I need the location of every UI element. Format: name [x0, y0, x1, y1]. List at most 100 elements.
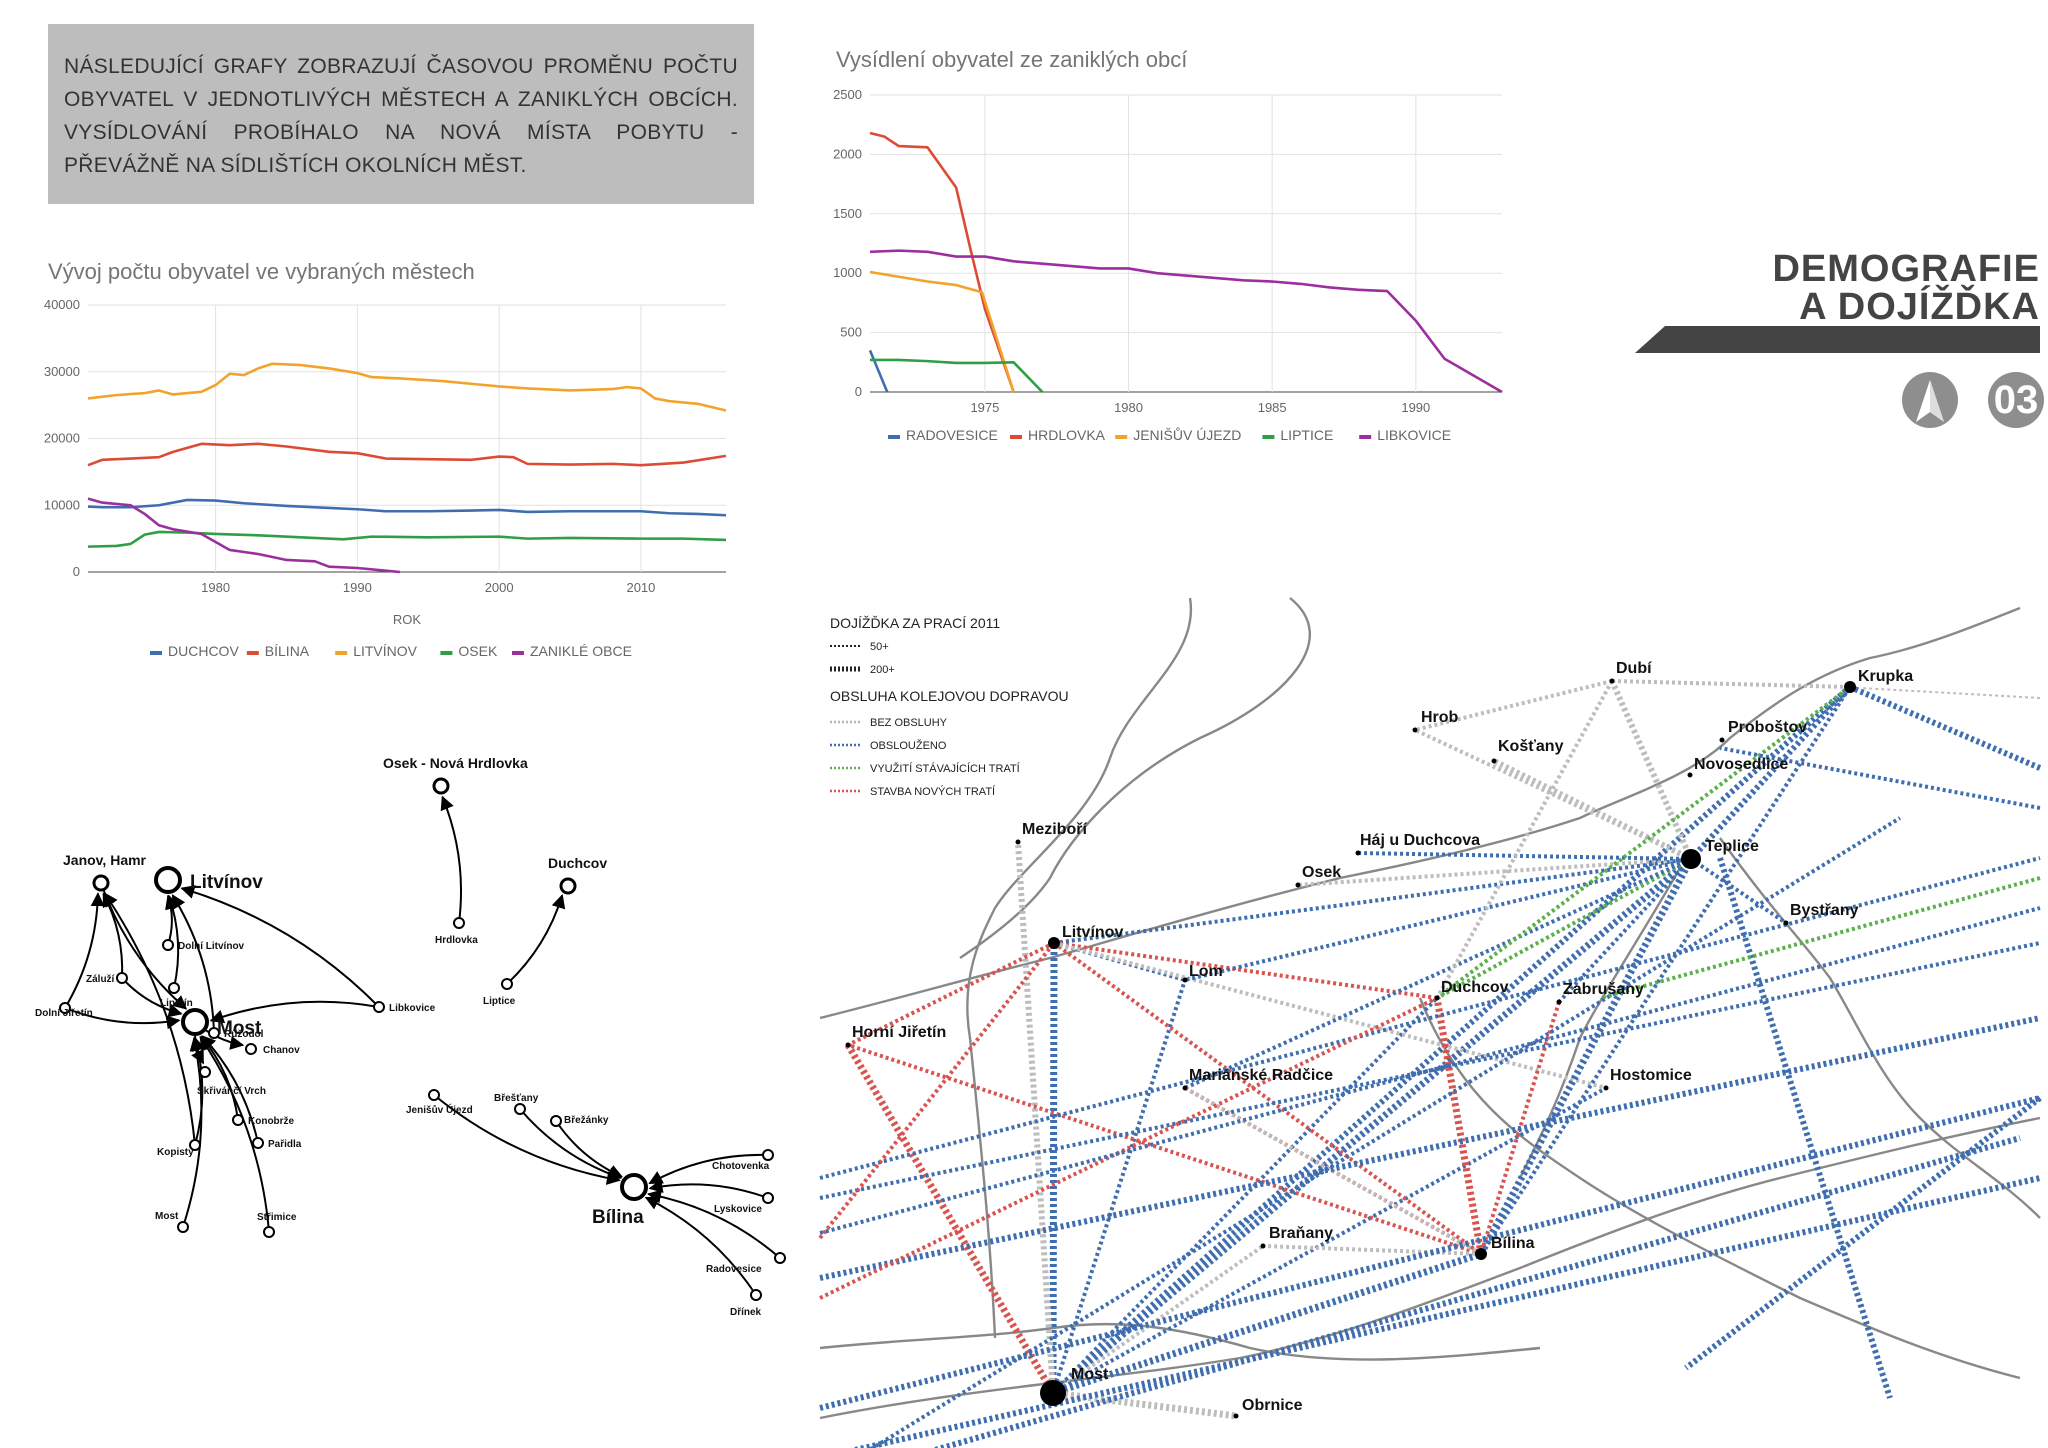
- commute-flow: [847, 941, 1055, 1047]
- map-place-label: Košťany: [1498, 738, 1564, 755]
- x-tick-label: 1985: [1258, 400, 1287, 415]
- commute-flow: [1051, 684, 1852, 1396]
- flow-node-label: Břežánky: [564, 1115, 609, 1126]
- commute-flow: [1611, 679, 1851, 689]
- flow-arrow: [121, 977, 183, 1018]
- flow-arrow: [506, 894, 566, 985]
- flow-node-label: Břešťany: [494, 1093, 539, 1104]
- flow-node: [116, 972, 128, 984]
- legend-swatch: [150, 651, 162, 655]
- commute-flow: [819, 1095, 2041, 1411]
- flow-arrow: [100, 882, 188, 1010]
- resettlement-chart: 0 500 1000 1500 2000 2500 1975 1980 1985 1990 RADO…: [833, 87, 1503, 443]
- flow-arrow: [648, 1179, 769, 1199]
- legend-swatch: [335, 651, 348, 655]
- x-tick-label: 2010: [626, 580, 655, 595]
- page-title-line2: A DOJÍŽĎKA: [1799, 286, 2040, 328]
- series-line-duchcov: [87, 498, 727, 517]
- flow-node-label: Skřivánčí Vrch: [197, 1086, 266, 1097]
- flow-arrow: [103, 892, 196, 1146]
- page-title: DEMOGRAFIE A DOJÍŽĎKA: [1772, 250, 2040, 326]
- map-legend-service: BEZ OBSLUHY: [870, 717, 948, 729]
- flow-arrow: [209, 1000, 380, 1024]
- commute-flow: [1049, 942, 1058, 1394]
- commute-flow: [1050, 856, 1694, 1396]
- commute-flow: [847, 1043, 1482, 1256]
- commute-flow: [1719, 746, 2041, 810]
- map-place-dot: [1182, 977, 1188, 983]
- flow-node-label: Osek - Nová Hrdlovka: [383, 755, 528, 771]
- x-axis-label: ROK: [393, 612, 422, 627]
- flow-node-label: Chotovenka: [712, 1161, 770, 1172]
- flow-node-label: Hrdlovka: [435, 935, 478, 946]
- map-place-dot: [1783, 920, 1789, 926]
- map-place-dot: [1719, 737, 1725, 743]
- commute-flow: [819, 1015, 2041, 1281]
- series-line-zaniklé-obce: [87, 497, 401, 574]
- flow-node: [514, 1103, 526, 1115]
- map-place-dot: [1491, 758, 1497, 764]
- commute-flow: [1859, 687, 2041, 699]
- commute-flow: [1051, 996, 1439, 1395]
- map-place-label: Mariánské Radčice: [1189, 1067, 1333, 1084]
- map-place-label: Obrnice: [1242, 1397, 1303, 1414]
- legend-entry: BÍLINA: [265, 643, 310, 659]
- map-place-label: Novosedlice: [1694, 756, 1788, 773]
- x-tick-label: 1980: [201, 580, 230, 595]
- commute-flow: [844, 1043, 1057, 1395]
- flow-arrow: [647, 1189, 781, 1259]
- commute-flow: [1848, 684, 2042, 771]
- commute-flow: [850, 1175, 2041, 1448]
- map-place-dot: [1681, 849, 1701, 869]
- map-place-dot: [1260, 1243, 1266, 1249]
- commute-flow: [1053, 857, 1692, 945]
- flow-node: [263, 1226, 275, 1238]
- flow-node-label: Střimice: [257, 1212, 297, 1223]
- map-place-label: Horní Jiřetín: [852, 1024, 946, 1041]
- flow-node: [245, 1043, 257, 1055]
- flow-node: [168, 982, 180, 994]
- flow-node-label: Liptice: [483, 996, 516, 1007]
- flow-diagram: Janov, Hamr Litvínov Dolní Litvínov Lipětín…: [35, 755, 786, 1318]
- flow-node: [501, 978, 513, 990]
- y-tick-label: 20000: [44, 431, 80, 446]
- flow-node-label: Záluží: [86, 974, 116, 985]
- flow-node: [199, 1066, 211, 1078]
- commute-flow: [1435, 685, 1852, 1000]
- legend-entry: ZANIKLÉ OBCE: [530, 643, 632, 659]
- flow-node-label: Janov, Hamr: [63, 852, 147, 868]
- commute-flow: [1414, 728, 1692, 861]
- commute-flow: [1052, 941, 1483, 1256]
- map-place-label: Dubí: [1616, 660, 1652, 677]
- legend-swatch: [1010, 435, 1022, 439]
- flow-node: [232, 1114, 244, 1126]
- y-tick-label: 2500: [833, 87, 862, 102]
- flow-node: [177, 1221, 189, 1233]
- legend-swatch: [1262, 435, 1275, 439]
- flow-arrow: [555, 1120, 624, 1178]
- map-place-label: Bílina: [1491, 1235, 1535, 1252]
- commute-flow: [1599, 876, 2041, 1000]
- x-tick-label: 1980: [1114, 400, 1143, 415]
- compass-icon: [1902, 372, 1958, 428]
- map-place-label: Zabrušany: [1563, 981, 1644, 998]
- commute-flow: [1479, 1001, 1561, 1255]
- map-place-label: Most: [1071, 1366, 1109, 1383]
- flow-node-label: Pařidla: [268, 1139, 302, 1150]
- chart-2-title: Vysídlení obyvatel ze zaniklých obcí: [836, 47, 1188, 72]
- commute-flow: [1053, 941, 1438, 1000]
- map-place-label: Háj u Duchcova: [1360, 832, 1480, 849]
- flow-arrow: [199, 1035, 270, 1233]
- map-place-label: Hrob: [1421, 709, 1459, 726]
- map-legend-service: OBSLOUŽENO: [870, 739, 947, 752]
- flow-node-label: Lipětín: [160, 998, 193, 1009]
- flow-node: [762, 1149, 774, 1161]
- map-place-label: Lom: [1189, 963, 1223, 980]
- flow-node: [432, 777, 450, 795]
- flow-node: [620, 1173, 648, 1201]
- commute-flow: [1479, 685, 1852, 1256]
- legend-entry: DUCHCOV: [168, 643, 239, 659]
- legend-entry: JENIŠŮV ÚJEZD: [1133, 426, 1241, 443]
- y-tick-label: 0: [73, 564, 80, 579]
- commute-flow: [819, 996, 1438, 1300]
